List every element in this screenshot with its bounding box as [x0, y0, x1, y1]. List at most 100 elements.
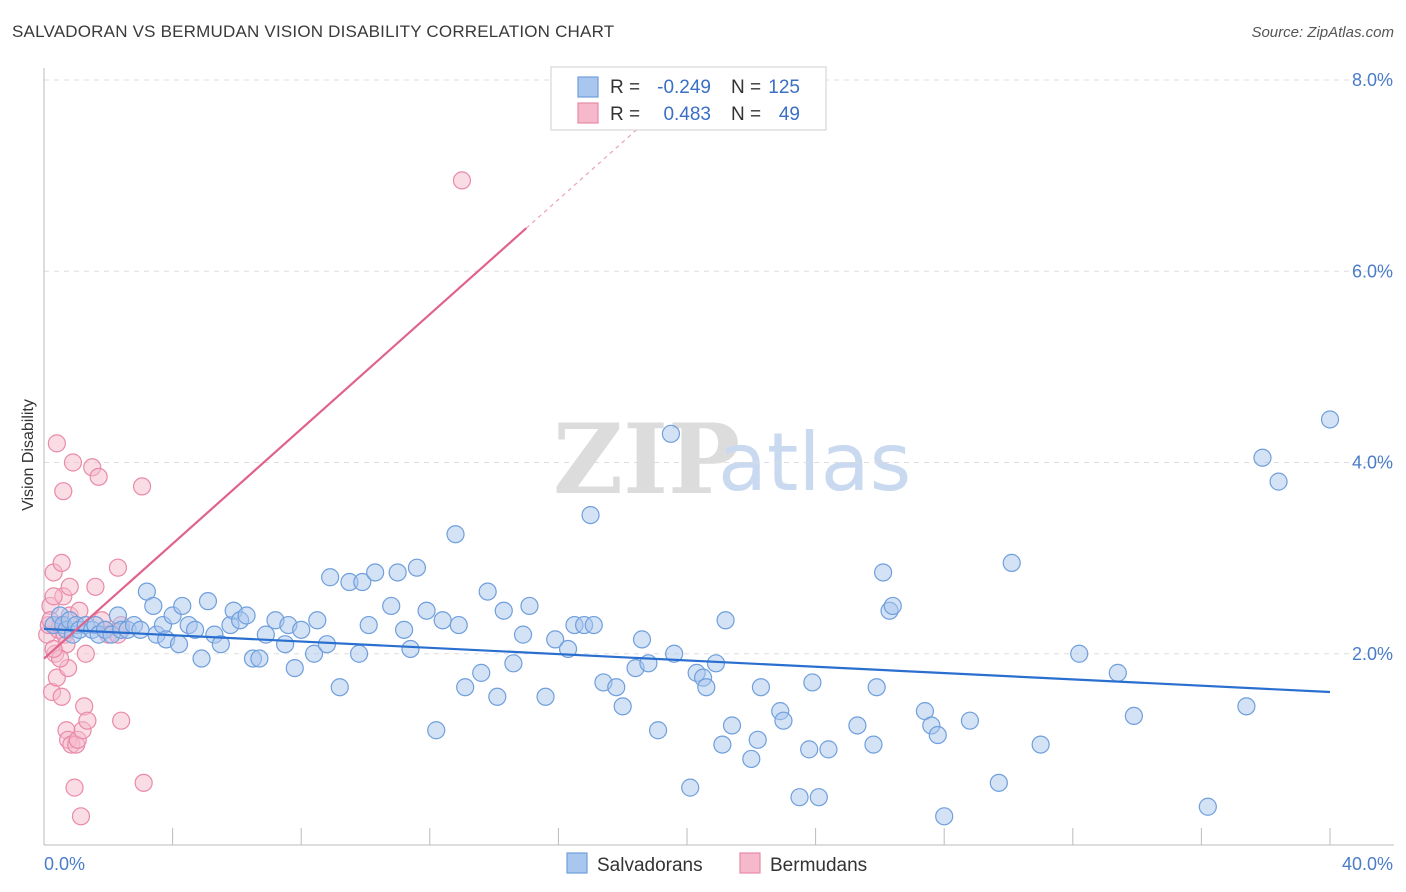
bermudans-point	[63, 453, 83, 472]
salvadorans-point	[928, 725, 947, 745]
salvadorans-point	[632, 630, 652, 649]
x-ticks	[172, 828, 1331, 845]
bermudans-point	[86, 577, 105, 596]
bermudans-point	[132, 477, 152, 496]
gridlines	[44, 79, 1394, 655]
bermudans-point	[76, 644, 95, 663]
legend-swatch-salvadorans	[577, 76, 599, 98]
salvadorans-point	[742, 749, 761, 769]
salvadorans-point	[504, 654, 523, 673]
bermudans-points	[38, 171, 472, 826]
salvadorans-point	[494, 601, 513, 620]
salvadorans-point	[250, 649, 269, 668]
salvadorans-points	[44, 410, 1340, 826]
salvadorans-point	[366, 563, 385, 582]
salvadorans-point	[446, 525, 465, 544]
salvadorans-point	[198, 592, 218, 611]
salvadorans-point	[1198, 797, 1217, 816]
y-tick-label: 2.0%	[1352, 644, 1393, 664]
salvadorans-point	[809, 788, 828, 807]
salvadorans-point	[867, 678, 886, 697]
x-tick-label-min: 0.0%	[44, 854, 85, 874]
bottom-legend-salvadorans: Salvadorans	[597, 855, 703, 876]
salvadorans-point	[751, 678, 771, 697]
salvadorans-point	[131, 620, 150, 639]
salvadorans-point	[520, 596, 539, 616]
salvadorans-point	[382, 596, 401, 616]
salvadorans-point	[706, 654, 726, 673]
salvadorans-point	[388, 563, 407, 582]
salvadorans-point	[330, 678, 349, 697]
bermudans-point	[52, 687, 71, 706]
salvadorans-point	[1031, 735, 1050, 754]
salvadorans-point	[1253, 448, 1272, 467]
salvadorans-point	[748, 730, 767, 749]
salvadorans-point	[321, 568, 340, 587]
chart-title: SALVADORAN VS BERMUDAN VISION DISABILITY…	[12, 22, 615, 41]
bermudans-point	[452, 171, 472, 190]
salvadorans-point	[607, 678, 626, 697]
salvadorans-point	[449, 615, 468, 635]
salvadorans-point	[513, 625, 533, 644]
salvadorans-point	[407, 558, 427, 577]
salvadorans-point	[472, 663, 491, 682]
bermudans-point	[44, 587, 63, 606]
salvadorans-point	[665, 644, 684, 663]
y-tick-label: 6.0%	[1352, 261, 1393, 281]
bermudans-point	[112, 711, 131, 730]
bermudans-point	[108, 558, 128, 577]
salvadorans-point	[697, 678, 716, 697]
salvadorans-point	[292, 620, 311, 639]
salvadorans-point	[1237, 697, 1256, 716]
salvadorans-point	[648, 721, 668, 740]
legend-r-value-1: -0.249	[657, 77, 711, 98]
salvadorans-point	[584, 615, 603, 635]
salvadorans-point	[192, 649, 211, 668]
salvadorans-point	[1002, 553, 1021, 573]
bermudans-point	[65, 778, 84, 797]
trend-lines	[43, 113, 1331, 694]
salvadorans-point	[960, 711, 980, 730]
salvadorans-point	[558, 639, 578, 659]
legend-swatch-bermudans	[577, 102, 599, 124]
salvadorans-point	[681, 778, 700, 797]
series-legend: Salvadorans Bermudans	[566, 852, 867, 876]
legend-n-value-1: 125	[768, 77, 800, 98]
salvadorans-point	[353, 572, 372, 592]
salvadorans-point	[186, 620, 205, 639]
salvadorans-point	[819, 740, 838, 759]
salvadorans-point	[317, 635, 337, 654]
legend-n-label-2: N =	[731, 104, 761, 125]
legend-r-label-2: R =	[610, 104, 640, 125]
bermudans-trend-line	[43, 227, 527, 660]
bermudans-point	[52, 553, 71, 573]
legend-n-label-1: N =	[731, 77, 761, 98]
salvadorans-point	[427, 721, 446, 740]
salvadorans-point	[285, 658, 304, 678]
y-axis-title: Vision Disability	[20, 399, 37, 511]
salvadorans-point	[883, 596, 902, 616]
salvadorans-point	[478, 582, 497, 601]
salvadorans-point	[349, 644, 369, 663]
salvadorans-point	[874, 563, 893, 582]
bottom-legend-swatch-bermudans	[739, 852, 761, 874]
bermudans-point	[134, 773, 153, 792]
x-tick-label-max: 40.0%	[1342, 854, 1393, 874]
salvadorans-point	[276, 635, 295, 654]
salvadorans-point	[1269, 472, 1288, 491]
salvadorans-point	[308, 611, 327, 630]
salvadorans-point	[1108, 663, 1127, 682]
legend-n-value-2: 49	[779, 104, 800, 125]
axes	[43, 68, 1394, 846]
salvadorans-point	[536, 687, 555, 706]
bermudans-point	[47, 434, 66, 453]
y-tick-label: 4.0%	[1352, 453, 1393, 473]
salvadorans-point	[1320, 410, 1340, 429]
source-label: Source: ZipAtlas.com	[1251, 24, 1394, 41]
bermudans-point	[89, 467, 108, 486]
salvadorans-point	[546, 630, 565, 649]
bermudans-trend-extension	[525, 113, 656, 229]
salvadorans-point	[581, 505, 600, 525]
y-tick-labels: 2.0% 4.0% 6.0% 8.0%	[1352, 70, 1393, 664]
legend-r-value-2: 0.483	[663, 104, 711, 125]
